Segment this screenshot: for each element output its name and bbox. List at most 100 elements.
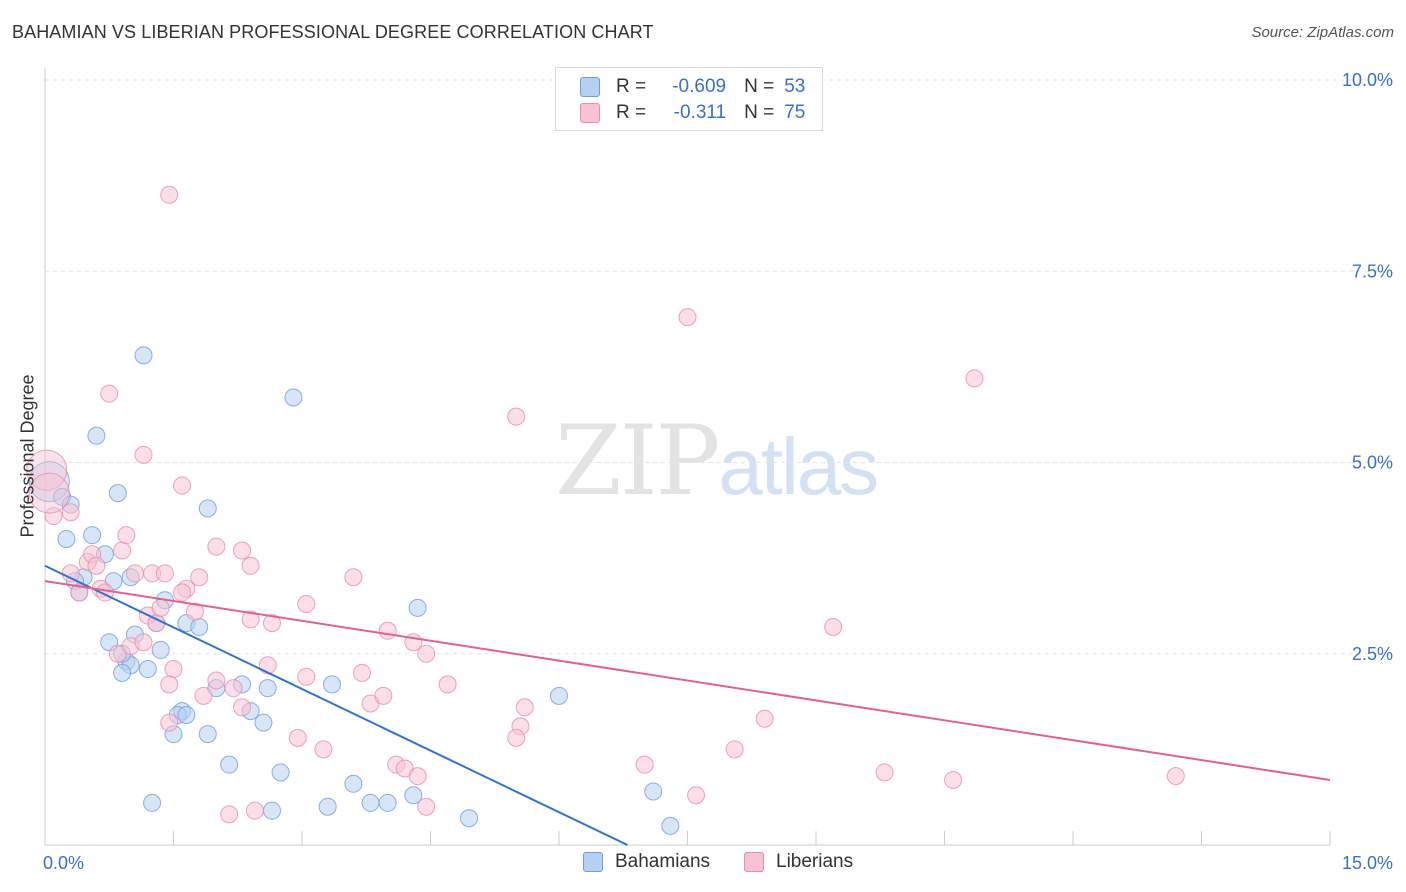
trend-lines [44, 564, 1331, 846]
point-liberians [134, 633, 153, 652]
point-liberians [173, 583, 192, 602]
source-label: Source: ZipAtlas.com [1251, 24, 1394, 41]
point-bahamians [271, 763, 290, 782]
series-label-liberians: Liberians [776, 851, 854, 872]
legend-r-label: R = [616, 102, 647, 123]
point-liberians [190, 568, 209, 587]
point-liberians [687, 786, 706, 805]
point-bahamians [151, 640, 170, 659]
chart-title: BAHAMIAN VS LIBERIAN PROFESSIONAL DEGREE… [12, 22, 654, 42]
point-liberians [61, 564, 80, 583]
point-liberians [374, 686, 393, 705]
point-bahamians [644, 782, 663, 801]
series-label-bahamians: Bahamians [615, 851, 711, 872]
point-liberians [44, 507, 63, 526]
point-liberians [125, 564, 144, 583]
point-liberians [70, 583, 89, 602]
point-liberians [378, 621, 397, 640]
point-bahamians [344, 774, 363, 793]
point-liberians [438, 675, 457, 694]
point-bahamians [263, 801, 282, 820]
point-liberians [965, 369, 984, 388]
point-bahamians [143, 793, 162, 812]
legend-r-label: R = [616, 76, 647, 97]
point-liberians [61, 503, 80, 522]
point-bahamians [322, 675, 341, 694]
point-bahamians [134, 346, 153, 365]
legend-r-value: -0.311 [673, 102, 727, 123]
legend-n-label: N = [744, 102, 775, 123]
legend-n-value: 75 [784, 102, 806, 123]
point-bahamians [220, 755, 239, 774]
point-liberians [151, 598, 170, 617]
point-liberians [87, 556, 106, 575]
point-bahamians [408, 598, 427, 617]
point-bahamians [198, 725, 217, 744]
y-tick-label: 2.5% [1352, 644, 1393, 664]
point-bahamians [190, 617, 209, 636]
point-liberians [944, 770, 963, 789]
point-liberians [507, 407, 526, 426]
legend-r-value: -0.609 [672, 76, 727, 97]
point-liberians [173, 476, 192, 495]
point-liberians [297, 595, 316, 614]
series-legend-liberians[interactable]: Liberians [744, 851, 853, 873]
point-liberians [207, 671, 226, 690]
legend-swatch-liberians [580, 103, 600, 123]
point-liberians [755, 709, 774, 728]
point-liberians [241, 556, 260, 575]
point-bahamians [404, 786, 423, 805]
point-liberians [26, 449, 68, 491]
point-bahamians [361, 793, 380, 812]
point-bahamians [57, 530, 76, 548]
point-bahamians [460, 809, 479, 828]
y-tick-label: 5.0% [1352, 453, 1393, 473]
legend-row-bahamians: R = -0.609 N = 53 [580, 74, 805, 100]
point-liberians [28, 472, 70, 514]
legend-swatch-bahamians [580, 77, 600, 97]
point-bahamians [284, 388, 303, 407]
y-axis-label: Professional Degree [17, 374, 38, 538]
y-tick-label: 10.0% [1342, 70, 1393, 90]
legend-n-label: N = [744, 76, 775, 97]
series-swatch-bahamians [583, 852, 603, 872]
x-tick-label: 15.0% [1342, 853, 1393, 873]
point-bahamians [254, 713, 273, 732]
point-bahamians [198, 499, 217, 518]
point-liberians [117, 526, 136, 545]
point-bahamians [318, 797, 337, 816]
point-liberians [635, 755, 654, 774]
series-legend-bahamians[interactable]: Bahamians [583, 851, 710, 873]
legend-n-value: 53 [784, 76, 806, 97]
point-liberians [164, 660, 183, 679]
point-liberians [344, 568, 363, 587]
point-bahamians [177, 705, 196, 724]
axes [44, 68, 1331, 846]
legend-row-liberians: R = -0.311 N = 75 [580, 100, 805, 126]
y-tick-label: 7.5% [1352, 261, 1393, 281]
point-liberians [160, 713, 179, 732]
point-liberians [134, 445, 153, 464]
point-bahamians [113, 663, 132, 682]
point-liberians [155, 564, 174, 583]
x-tick-label: 0.0% [43, 853, 84, 873]
point-liberians [288, 728, 307, 747]
point-liberians [194, 686, 213, 705]
point-liberians [160, 185, 179, 204]
point-liberians [417, 797, 436, 816]
point-liberians [100, 384, 119, 403]
point-bahamians [108, 484, 127, 503]
point-bahamians [87, 426, 106, 445]
data-points [26, 185, 1185, 835]
point-liberians [185, 602, 204, 621]
series-swatch-liberians [744, 852, 764, 872]
point-bahamians [378, 793, 397, 812]
point-liberians [220, 805, 239, 824]
point-liberians [263, 614, 282, 633]
point-liberians [507, 728, 526, 747]
correlation-legend: R = -0.609 N = 53 R = -0.311 N = 75 [555, 67, 823, 131]
point-liberians [515, 698, 534, 717]
point-liberians [233, 698, 252, 717]
point-bahamians [661, 816, 680, 835]
